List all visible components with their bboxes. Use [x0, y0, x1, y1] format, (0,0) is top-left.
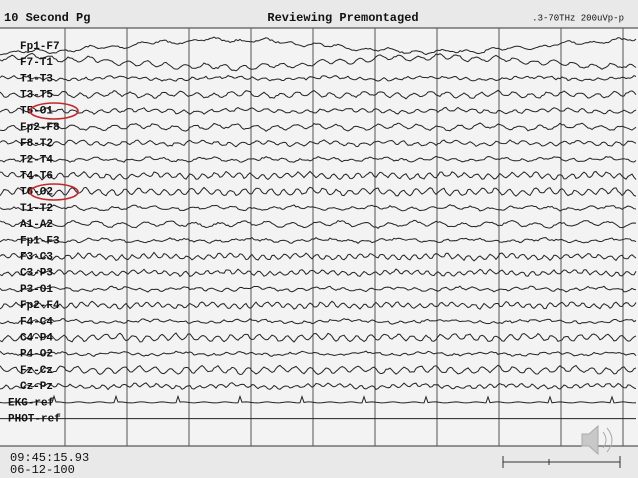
eeg-trace [0, 106, 637, 115]
trace-area [0, 28, 638, 446]
channel-label: F4-C4 [20, 316, 53, 328]
eeg-trace [0, 394, 637, 404]
channel-label: Fp2-F8 [20, 122, 60, 134]
channel-label: F8-T2 [20, 138, 53, 150]
eeg-trace [0, 318, 637, 325]
traces [0, 36, 637, 420]
header-left: 10 Second Pg [4, 11, 90, 25]
channel-label: P4-O2 [20, 349, 53, 361]
eeg-trace [0, 251, 637, 262]
eeg-trace [0, 89, 637, 100]
channel-label: Fp2-F4 [20, 300, 60, 312]
eeg-trace [0, 139, 637, 148]
channel-label: T2-T4 [20, 154, 53, 166]
eeg-trace [0, 236, 637, 244]
channel-label: Fp1-F3 [20, 235, 60, 247]
header-right: .3-70THz 200uVp-p [532, 13, 624, 23]
eeg-trace [0, 52, 637, 72]
scale-bar [502, 456, 621, 468]
eeg-trace [0, 300, 637, 310]
eeg-trace [0, 382, 637, 391]
eeg-trace [0, 170, 637, 181]
channel-label: Cz-Pz [20, 381, 53, 393]
highlight-circle [29, 102, 79, 120]
channel-label: T1-T3 [20, 73, 53, 85]
channel-label: F3-C3 [20, 252, 53, 264]
channel-label: A1-A2 [20, 219, 53, 231]
header-center: Reviewing Premontaged [267, 11, 418, 25]
channel-label: T5-O1 [20, 106, 53, 118]
speaker-icon[interactable] [581, 424, 613, 456]
eeg-trace [0, 155, 637, 163]
channel-label: T1-T2 [20, 203, 53, 215]
channel-label: Fz-Cz [20, 365, 53, 377]
channel-label: C3-P3 [20, 268, 53, 280]
eeg-trace [0, 36, 637, 56]
footer-date: 06-12-100 [10, 463, 75, 477]
channel-label: F7-T1 [20, 57, 53, 69]
eeg-trace [0, 219, 637, 229]
footer-time: 09:45:15.93 [10, 451, 89, 465]
channel-labels: Fp1-F7 F7-T1 T1-T3 T3-T5 T5-O1 Fp2-F8 F8-T2 T2-… [8, 41, 61, 426]
eeg-trace [0, 74, 637, 82]
time-grid [64, 28, 624, 446]
eeg-trace [0, 122, 637, 132]
channel-label: P3-O1 [20, 284, 53, 296]
eeg-trace [0, 350, 637, 357]
eeg-trace [0, 204, 637, 212]
eeg-trace [0, 186, 637, 198]
eeg-trace [0, 364, 637, 376]
eeg-trace [0, 285, 637, 293]
highlight-circle [29, 183, 79, 201]
channel-label: Fp1-F7 [20, 41, 60, 53]
channel-label: PHOT-ref [8, 414, 61, 426]
eeg-trace [0, 268, 637, 278]
channel-label: T4-T6 [20, 171, 53, 183]
channel-label: EKG-ref [8, 397, 55, 409]
channel-label: T6-O2 [20, 187, 53, 199]
eeg-trace [0, 332, 637, 343]
channel-label: T3-T5 [20, 90, 53, 102]
channel-label: C4-P4 [20, 333, 53, 345]
